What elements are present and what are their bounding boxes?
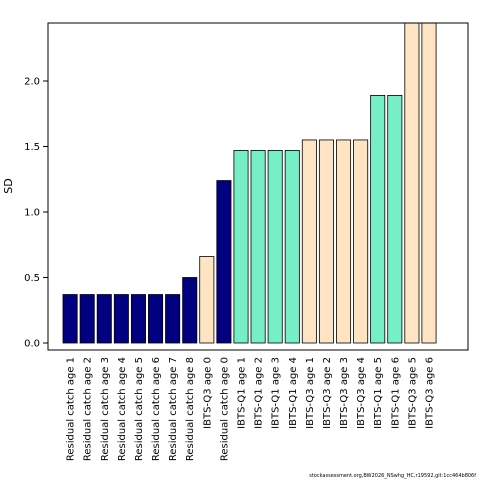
- bar: [404, 22, 420, 344]
- bar: [370, 95, 386, 344]
- bar: [165, 294, 181, 344]
- x-tick-label: IBTS-Q1 age 4: [288, 357, 299, 429]
- x-tick-label: Residual catch age 4: [117, 357, 128, 461]
- x-tick-label: IBTS-Q3 age 3: [339, 357, 350, 429]
- bar: [148, 294, 164, 344]
- x-tick-label: IBTS-Q1 age 1: [237, 357, 248, 429]
- bar: [216, 180, 232, 344]
- y-axis: 0.0 0.5 1.0 1.5 2.0: [24, 77, 49, 350]
- x-tick-label: Residual catch age 2: [83, 357, 94, 461]
- bar: [353, 139, 369, 344]
- x-tick-label: IBTS-Q1 age 3: [271, 357, 282, 429]
- footer-text: stockassessment.org,BW2026_NSwhg_HC,r195…: [309, 473, 476, 479]
- bar: [336, 139, 352, 344]
- x-tick-label: Residual catch age 8: [185, 357, 196, 461]
- bar: [267, 150, 283, 344]
- y-tick-label: 0.0: [24, 339, 40, 350]
- bar: [130, 294, 146, 344]
- bar: [421, 22, 437, 344]
- bar: [182, 277, 198, 344]
- x-tick-label: Residual catch age 6: [151, 357, 162, 461]
- bar: [318, 139, 334, 344]
- x-tick-label: Residual catch age 3: [100, 357, 111, 461]
- y-tick-label: 2.0: [24, 77, 40, 88]
- bar: [284, 150, 300, 344]
- bars-group: [62, 22, 437, 344]
- y-tick-label: 1.5: [24, 142, 40, 153]
- bar: [62, 294, 78, 344]
- bar: [79, 294, 95, 344]
- x-tick-label: IBTS-Q1 age 5: [373, 357, 384, 429]
- x-tick-label: IBTS-Q1 age 6: [390, 357, 401, 429]
- x-tick-label: Residual catch age 7: [168, 357, 179, 461]
- x-tick-label: Residual catch age 1: [66, 357, 77, 461]
- x-tick-label: IBTS-Q1 age 2: [254, 357, 265, 429]
- y-tick-label: 1.0: [24, 208, 40, 219]
- x-tick-label: IBTS-Q3 age 0: [202, 357, 213, 429]
- bar: [113, 294, 129, 344]
- x-tick-label: IBTS-Q3 age 1: [305, 357, 316, 429]
- x-tick-label: IBTS-Q3 age 6: [424, 357, 435, 429]
- x-tick-label: IBTS-Q3 age 4: [356, 357, 367, 429]
- bar: [233, 150, 249, 344]
- y-tick-label: 0.5: [24, 273, 40, 284]
- bar: [387, 95, 403, 344]
- x-axis-labels: Residual catch age 1 Residual catch age 2…: [66, 357, 436, 461]
- x-tick-label: IBTS-Q3 age 2: [322, 357, 333, 429]
- x-tick-label: Residual catch age 5: [134, 357, 145, 461]
- bar: [96, 294, 112, 344]
- x-tick-label: Residual catch age 0: [219, 357, 230, 461]
- bar: [301, 139, 317, 344]
- bar: [250, 150, 266, 344]
- y-axis-title: SD: [2, 178, 15, 193]
- x-tick-label: IBTS-Q3 age 5: [407, 357, 418, 429]
- bar: [199, 256, 215, 344]
